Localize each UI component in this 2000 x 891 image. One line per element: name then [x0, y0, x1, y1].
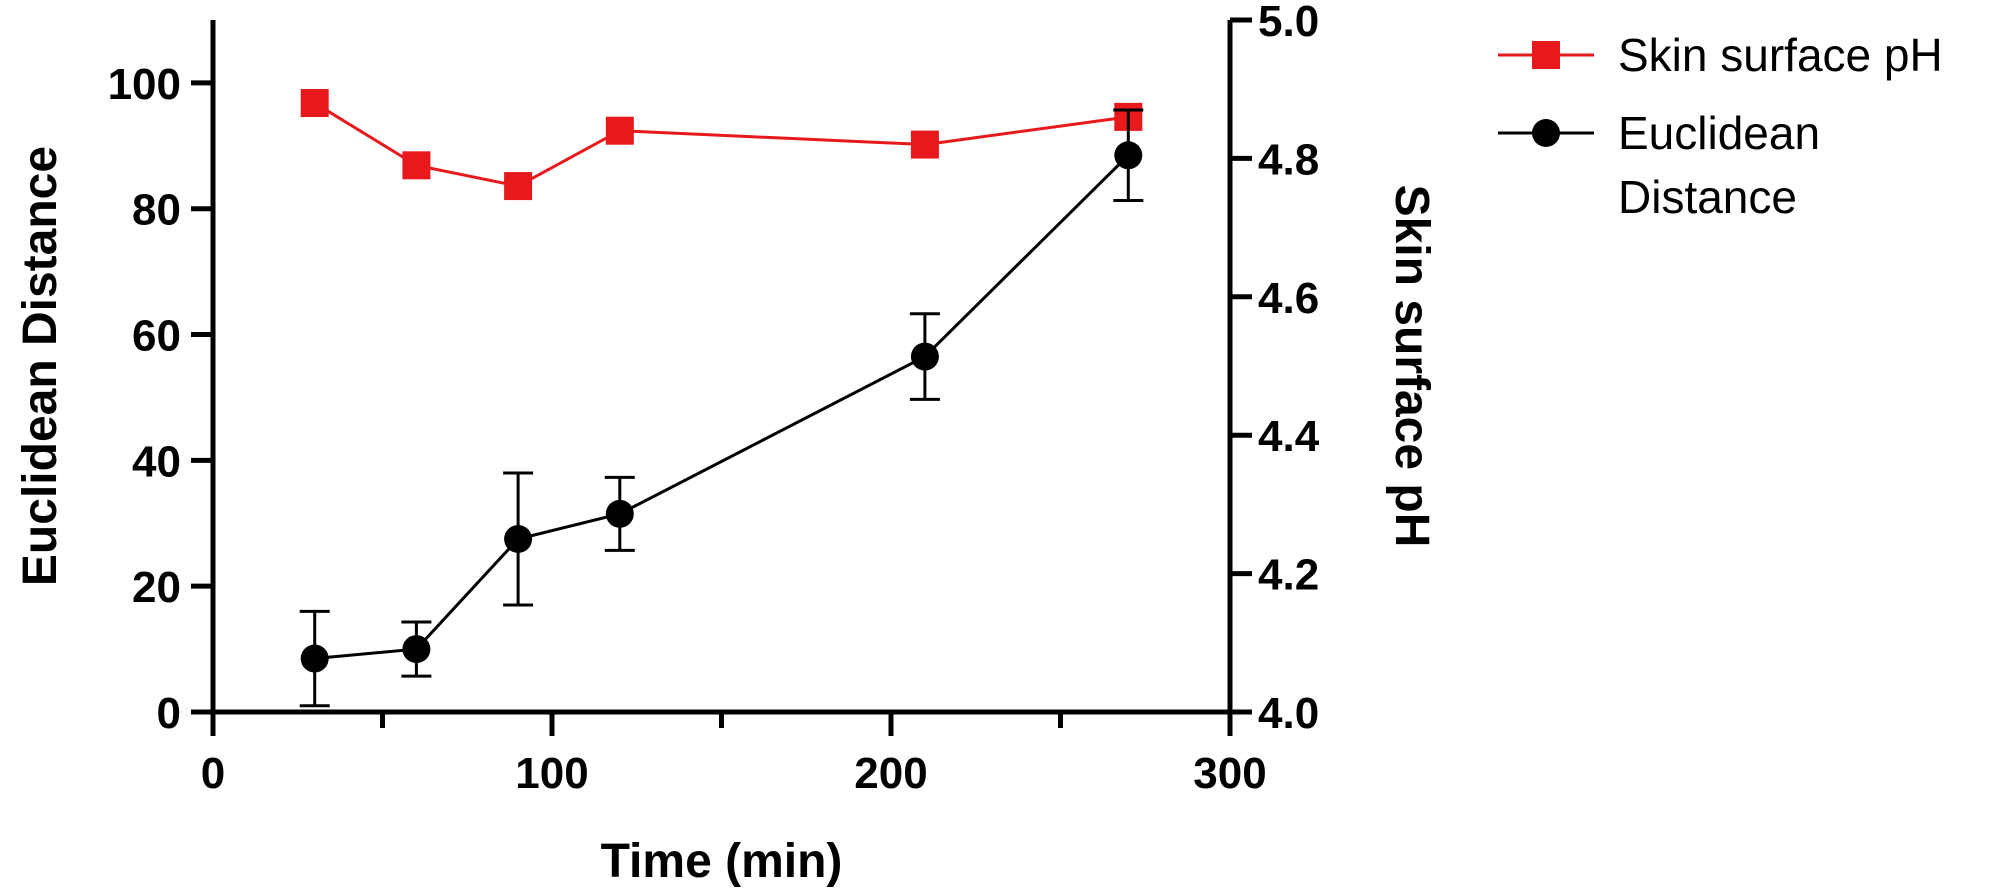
data-point — [910, 130, 939, 159]
y-right-tick-label: 4.8 — [1258, 135, 1319, 184]
data-point — [605, 116, 634, 145]
y-left-tick-label: 20 — [132, 563, 181, 612]
legend-marker-ph — [1532, 41, 1560, 69]
x-tick-label: 200 — [854, 749, 927, 798]
y-left-tick-label: 40 — [132, 437, 181, 486]
legend: Skin surface pH Euclidean Distance — [1498, 29, 1943, 223]
data-point — [300, 89, 329, 118]
y-right-tick-label: 4.6 — [1258, 274, 1319, 323]
series-line — [313, 101, 1129, 188]
data-point — [504, 172, 533, 201]
legend-marker-euclidean — [1532, 119, 1560, 147]
y-right-tick-label: 4.4 — [1258, 412, 1320, 461]
y-right-axis-title: Skin surface pH — [1385, 185, 1438, 548]
x-tick-label: 100 — [515, 749, 588, 798]
series-layer — [299, 89, 1144, 708]
legend-label-ph: Skin surface pH — [1618, 29, 1943, 81]
data-point — [910, 342, 939, 371]
data-point — [402, 635, 431, 664]
data-point — [1114, 141, 1143, 170]
y-left-tick-label: 0 — [157, 689, 181, 738]
series-euclidean-distance — [299, 108, 1144, 708]
x-axis-title: Time (min) — [601, 835, 843, 888]
x-tick-label: 300 — [1193, 749, 1266, 798]
series-skin-ph — [300, 89, 1143, 201]
tick-labels: 0 100 200 300 0 20 40 60 80 100 4.0 4.2 4.4 4.6 4.8 5.0 — [108, 0, 1320, 798]
data-point — [300, 644, 329, 673]
legend-label-euclidean-line2: Distance — [1618, 171, 1797, 223]
y-left-tick-label: 80 — [132, 186, 181, 235]
data-point — [605, 499, 634, 528]
y-right-tick-label: 5.0 — [1258, 0, 1319, 46]
data-point — [504, 525, 533, 553]
x-tick-label: 0 — [201, 749, 225, 798]
series-line — [314, 154, 1130, 661]
y-right-tick-label: 4.2 — [1258, 551, 1319, 600]
data-point — [402, 151, 431, 180]
y-left-tick-label: 100 — [108, 60, 181, 109]
y-left-tick-label: 60 — [132, 312, 181, 361]
y-left-axis-title: Euclidean Distance — [14, 146, 67, 586]
y-right-tick-label: 4.0 — [1258, 689, 1319, 738]
legend-label-euclidean-line1: Euclidean — [1618, 107, 1820, 159]
ticks — [191, 17, 1252, 736]
